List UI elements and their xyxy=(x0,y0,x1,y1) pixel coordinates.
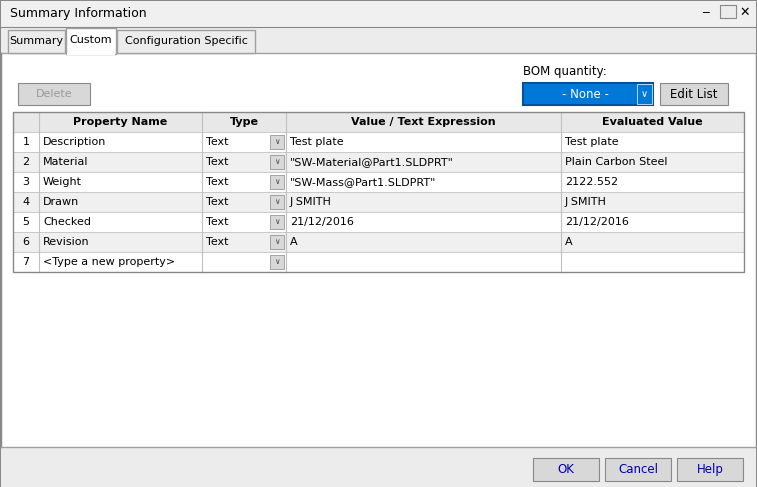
Text: Material: Material xyxy=(43,157,89,167)
Bar xyxy=(13,212,744,232)
Text: Help: Help xyxy=(696,463,724,476)
Bar xyxy=(270,175,284,189)
Text: 21/12/2016: 21/12/2016 xyxy=(290,217,354,227)
Text: Text: Text xyxy=(206,237,229,247)
Text: Edit List: Edit List xyxy=(670,88,718,100)
Bar xyxy=(270,255,284,269)
Text: Checked: Checked xyxy=(43,217,91,227)
Text: <Type a new property>: <Type a new property> xyxy=(43,257,175,267)
Text: 3: 3 xyxy=(23,177,30,187)
Text: 2122.552: 2122.552 xyxy=(565,177,618,187)
Text: Custom: Custom xyxy=(70,35,112,45)
Text: ∨: ∨ xyxy=(274,258,280,266)
Bar xyxy=(117,30,255,53)
Text: 2: 2 xyxy=(23,157,30,167)
Text: Configuration Specific: Configuration Specific xyxy=(125,36,248,46)
Bar xyxy=(270,235,284,249)
Text: Text: Text xyxy=(206,157,229,167)
Text: ∨: ∨ xyxy=(274,218,280,226)
Text: OK: OK xyxy=(558,463,575,476)
Text: 7: 7 xyxy=(23,257,30,267)
Text: 4: 4 xyxy=(23,197,30,207)
Text: Weight: Weight xyxy=(43,177,82,187)
Text: Test plate: Test plate xyxy=(565,137,618,147)
Text: Evaluated Value: Evaluated Value xyxy=(602,117,702,127)
Text: Summary: Summary xyxy=(9,36,64,46)
Text: Text: Text xyxy=(206,137,229,147)
Text: ∨: ∨ xyxy=(274,198,280,206)
Text: J SMITH: J SMITH xyxy=(565,197,607,207)
Text: ─: ─ xyxy=(702,7,709,17)
Bar xyxy=(637,84,652,104)
Bar xyxy=(13,132,744,152)
Bar xyxy=(720,5,736,18)
Bar xyxy=(8,30,65,53)
Bar xyxy=(13,152,744,172)
Bar xyxy=(677,458,743,481)
Bar xyxy=(270,195,284,209)
Bar xyxy=(1,27,756,53)
Bar xyxy=(18,83,90,105)
Text: BOM quantity:: BOM quantity: xyxy=(523,65,607,78)
Bar xyxy=(270,155,284,169)
Text: Test plate: Test plate xyxy=(290,137,344,147)
Text: Value / Text Expression: Value / Text Expression xyxy=(351,117,496,127)
Text: Summary Information: Summary Information xyxy=(10,6,147,19)
Text: Text: Text xyxy=(206,197,229,207)
Bar xyxy=(13,172,744,192)
Bar xyxy=(13,252,744,272)
Bar xyxy=(13,112,744,132)
Text: Description: Description xyxy=(43,137,107,147)
Bar xyxy=(67,53,115,55)
Bar xyxy=(270,135,284,149)
Text: 6: 6 xyxy=(23,237,30,247)
Text: J SMITH: J SMITH xyxy=(290,197,332,207)
Text: 1: 1 xyxy=(23,137,30,147)
Bar xyxy=(605,458,671,481)
Bar xyxy=(66,28,116,54)
Text: ∨: ∨ xyxy=(274,137,280,147)
Bar xyxy=(13,112,744,272)
Text: Property Name: Property Name xyxy=(73,117,167,127)
Text: A: A xyxy=(565,237,572,247)
Text: ✕: ✕ xyxy=(740,5,750,19)
Text: 21/12/2016: 21/12/2016 xyxy=(565,217,629,227)
Text: Text: Text xyxy=(206,217,229,227)
Bar xyxy=(533,458,599,481)
Text: ∨: ∨ xyxy=(274,157,280,167)
Text: ∨: ∨ xyxy=(274,238,280,246)
Bar xyxy=(270,215,284,229)
Text: - None -: - None - xyxy=(562,88,609,100)
Text: Revision: Revision xyxy=(43,237,89,247)
Bar xyxy=(1,1,756,27)
Text: Delete: Delete xyxy=(36,89,73,99)
Text: Plain Carbon Steel: Plain Carbon Steel xyxy=(565,157,668,167)
Text: "SW-Mass@Part1.SLDPRT": "SW-Mass@Part1.SLDPRT" xyxy=(290,177,436,187)
Text: ∨: ∨ xyxy=(640,89,647,99)
Text: Text: Text xyxy=(206,177,229,187)
Text: Drawn: Drawn xyxy=(43,197,79,207)
Bar xyxy=(1,447,756,487)
Text: Type: Type xyxy=(229,117,258,127)
Text: A: A xyxy=(290,237,298,247)
Bar xyxy=(660,83,728,105)
Bar xyxy=(1,53,756,447)
Bar xyxy=(13,192,744,212)
Text: 5: 5 xyxy=(23,217,30,227)
Text: "SW-Material@Part1.SLDPRT": "SW-Material@Part1.SLDPRT" xyxy=(290,157,454,167)
Text: Cancel: Cancel xyxy=(618,463,658,476)
Bar xyxy=(13,232,744,252)
Bar xyxy=(523,83,653,105)
Text: ∨: ∨ xyxy=(274,177,280,187)
Bar xyxy=(524,84,636,104)
